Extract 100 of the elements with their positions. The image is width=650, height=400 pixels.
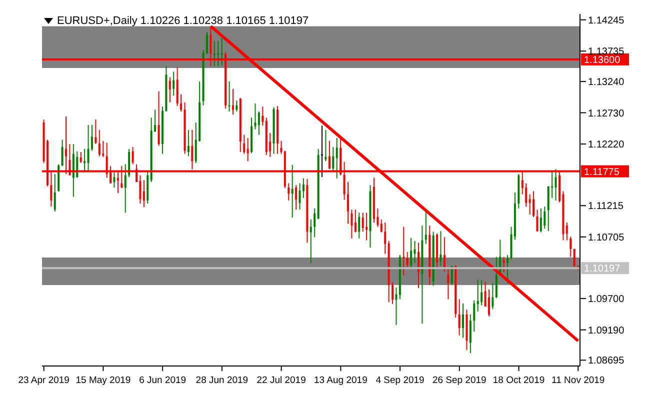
x-tick-label: 13 Aug 2019: [314, 375, 368, 386]
candlestick: [495, 256, 498, 298]
candlestick: [354, 209, 356, 233]
candlestick: [262, 106, 264, 126]
candlestick: [554, 168, 557, 201]
x-tick-label: 6 Jun 2019: [139, 375, 186, 386]
candlestick: [350, 209, 353, 239]
candlestick: [72, 144, 74, 198]
y-tick-label: 1.12220: [588, 140, 625, 151]
candlestick: [570, 236, 572, 258]
candlestick: [392, 281, 394, 305]
candlestick: [132, 146, 134, 165]
candlestick: [61, 139, 64, 167]
ref-line-label: 1.11775: [584, 166, 620, 178]
y-tick-label: 1.11215: [588, 201, 624, 212]
candlestick: [528, 194, 531, 216]
x-tick-label: 28 Jun 2019: [196, 375, 248, 386]
candlestick: [298, 182, 301, 210]
candlestick: [440, 230, 442, 267]
candlestick: [158, 90, 160, 146]
candlestick: [291, 164, 294, 218]
candlestick: [414, 240, 416, 264]
candlestick: [321, 125, 324, 178]
candlestick: [447, 268, 450, 300]
candlestick: [176, 66, 178, 106]
candlestick: [295, 184, 298, 210]
candlestick: [228, 80, 230, 112]
y-tick-label: 1.14245: [588, 15, 625, 26]
candlestick: [544, 206, 546, 230]
candlestick: [358, 212, 360, 239]
candlestick: [380, 218, 382, 233]
candlestick: [180, 94, 182, 112]
candlestick: [532, 190, 535, 218]
candlestick: [492, 282, 494, 310]
candlestick: [395, 287, 398, 326]
candlestick: [80, 151, 82, 164]
candlestick: [488, 288, 490, 317]
candlestick: [469, 314, 472, 354]
x-tick-label: 11 Nov 2019: [552, 375, 605, 386]
y-tick-label: 1.09700: [588, 294, 625, 306]
x-tick-label: 15 May 2019: [76, 375, 131, 386]
candlestick: [128, 148, 130, 178]
candlestick: [288, 182, 290, 201]
candlestick: [566, 222, 568, 241]
candlestick: [236, 100, 238, 112]
candlestick: [258, 111, 260, 136]
candlestick: [187, 129, 190, 157]
candlestick: [142, 180, 145, 208]
candlestick: [462, 302, 464, 338]
candlestick: [476, 279, 479, 312]
candlestick: [90, 124, 93, 152]
candlestick: [536, 209, 538, 232]
candlestick: [124, 164, 126, 214]
candlestick: [113, 172, 116, 188]
candlestick: [332, 146, 334, 172]
candlestick: [346, 182, 349, 224]
candlestick: [410, 237, 412, 270]
candlestick: [502, 256, 505, 273]
y-tick-label: 1.09190: [588, 325, 625, 336]
candlestick: [547, 186, 550, 232]
candlestick: [280, 140, 282, 154]
candlestick: [458, 298, 460, 336]
candlestick: [217, 40, 220, 67]
ref-line-label: 1.13600: [584, 54, 621, 66]
candlestick: [336, 137, 338, 179]
ref-line-label: 1.10197: [584, 264, 621, 275]
candlestick: [84, 148, 86, 173]
candlestick: [424, 210, 427, 244]
candlestick: [310, 218, 312, 264]
candlestick: [172, 71, 175, 96]
x-tick-label: 4 Sep 2019: [376, 375, 424, 386]
y-tick-label: 1.08695: [588, 356, 625, 367]
candlestick: [98, 129, 100, 157]
y-tick-label: 1.13240: [588, 77, 625, 88]
candlestick: [314, 208, 316, 238]
candlestick: [506, 254, 509, 284]
candlestick: [243, 134, 246, 154]
candlestick: [443, 236, 446, 272]
candlestick: [525, 182, 528, 208]
candlestick: [168, 76, 171, 103]
x-tick-label: 26 Sep 2019: [432, 375, 486, 386]
candlestick: [220, 37, 223, 66]
candlestick: [480, 280, 483, 306]
candlestick: [362, 212, 364, 232]
candlestick: [254, 103, 256, 130]
candlestick: [366, 212, 368, 241]
candlestick: [87, 124, 90, 173]
y-tick-label: 1.10705: [588, 232, 625, 244]
x-tick-label: 22 Jul 2019: [256, 375, 306, 386]
candlestick: [246, 137, 249, 162]
chart-title: EURUSD+,Daily 1.10226 1.10238 1.10165 1.10197: [57, 15, 309, 27]
candlestick: [54, 174, 56, 212]
candlestick: [324, 129, 327, 162]
candlestick: [510, 226, 512, 260]
y-tick-label: 1.12730: [588, 108, 625, 120]
candlestick: [540, 208, 542, 233]
candlestick: [384, 222, 386, 254]
x-tick-label: 18 Oct 2019: [492, 375, 545, 386]
candlestick: [406, 251, 408, 268]
candlestick: [232, 88, 234, 116]
